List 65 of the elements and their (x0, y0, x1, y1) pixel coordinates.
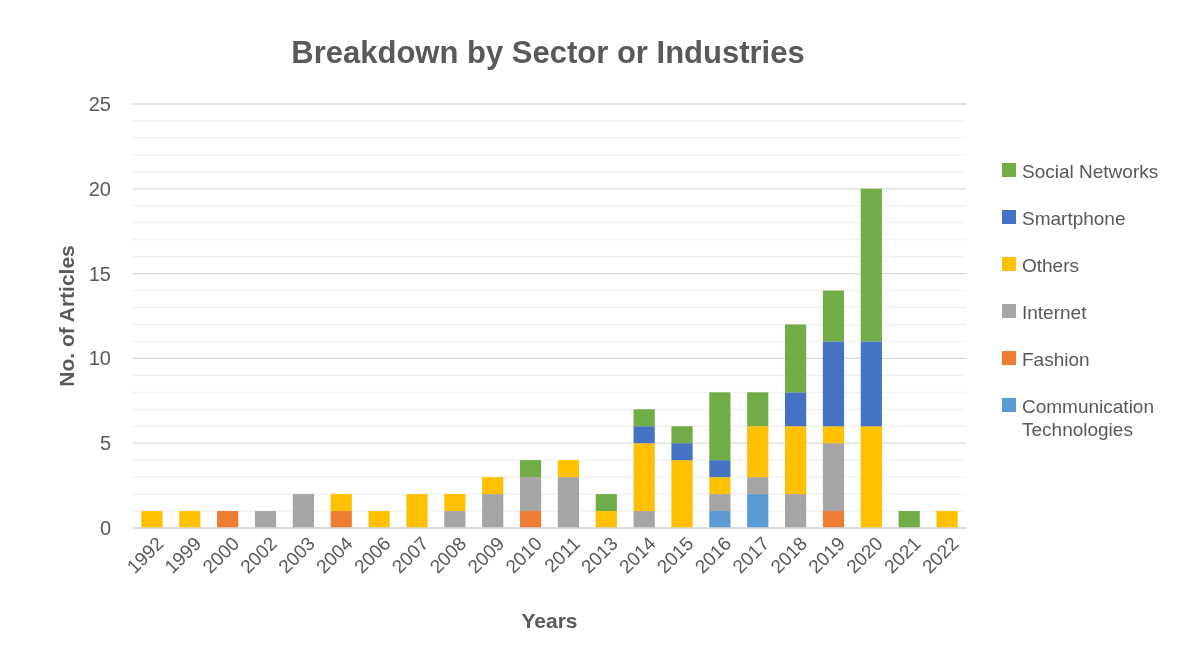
bar (747, 426, 769, 478)
bar (633, 511, 655, 528)
bar (860, 341, 882, 427)
chart-title: Breakdown by Sector or Industries (291, 35, 805, 70)
bar (822, 443, 845, 512)
legend-label: Social Networks (1022, 160, 1159, 182)
bar (330, 494, 352, 512)
bar (747, 477, 769, 495)
y-tick-label: 0 (99, 517, 111, 539)
bar (747, 494, 769, 528)
bar (444, 494, 466, 512)
bar (179, 511, 201, 528)
bar (444, 511, 466, 528)
bar (482, 477, 504, 495)
bar (633, 426, 655, 444)
bar (671, 443, 693, 461)
bar (141, 511, 163, 528)
bar (936, 511, 958, 528)
y-tick-label: 10 (88, 347, 111, 370)
bar (709, 460, 731, 478)
bar (330, 511, 352, 528)
bar (709, 494, 731, 512)
bar (709, 392, 731, 461)
bar (633, 409, 655, 427)
bar (595, 511, 617, 528)
bar (822, 290, 845, 342)
bar (671, 426, 693, 444)
bar (860, 188, 882, 342)
y-tick-label: 25 (88, 93, 111, 115)
bar (898, 511, 920, 528)
bar (254, 511, 277, 528)
legend-label: Others (1022, 254, 1080, 276)
bar (785, 426, 807, 495)
bar (368, 511, 390, 528)
bar (519, 511, 542, 528)
bar (785, 494, 807, 528)
bar (519, 477, 542, 512)
x-axis-title: Years (521, 609, 578, 632)
bar (785, 392, 807, 427)
bar (482, 494, 504, 528)
bar (292, 494, 314, 528)
legend-label: Internet (1022, 301, 1088, 323)
bar (217, 511, 239, 528)
bar (406, 494, 428, 528)
bar (709, 477, 731, 495)
bar (785, 324, 807, 393)
bar (747, 392, 769, 427)
bar (633, 443, 655, 512)
bar (557, 460, 580, 478)
bar (519, 460, 542, 478)
legend-label: Fashion (1022, 348, 1090, 370)
bar (822, 341, 845, 427)
legend-label: Communication Technologies (1022, 395, 1154, 441)
y-axis-title: No. of Articles (55, 245, 78, 387)
legend-label: Smartphone (1022, 207, 1126, 229)
bar (822, 426, 845, 444)
bar (709, 511, 731, 528)
y-tick-label: 20 (88, 177, 111, 200)
bar (595, 494, 617, 512)
bar (671, 460, 693, 528)
bar (822, 511, 845, 528)
bar (860, 426, 882, 528)
y-tick-label: 15 (88, 262, 111, 285)
y-tick-label: 5 (99, 432, 111, 455)
bar (557, 477, 580, 528)
